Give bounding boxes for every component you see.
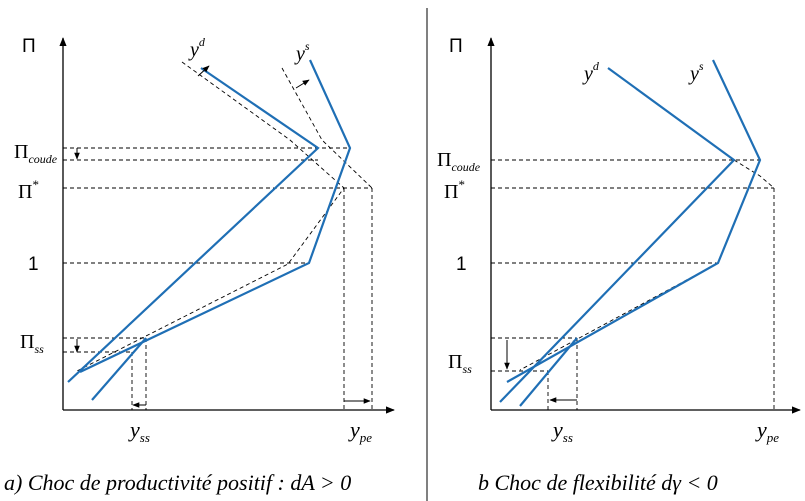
panel-a-caption: a) Choc de productivité positif : dA > 0	[4, 470, 351, 495]
panel-b-axis-label: Π	[449, 36, 463, 57]
panel-b-ype-label: ype	[755, 417, 779, 445]
panel-b-yss-label: yss	[551, 417, 573, 445]
panel-a-arrow-ys	[295, 79, 310, 89]
panel-a-one-label: 1	[28, 254, 39, 275]
panel-b-supply-curve	[506, 59, 762, 383]
panel-b-supply-lower	[519, 337, 578, 407]
panel-a-axis-label: Π	[22, 36, 36, 57]
panel-a-arrow-yd	[197, 65, 210, 77]
panel-a-pi-ss-label: Πss	[20, 331, 44, 356]
panel-a-ys-label: ys	[294, 39, 310, 65]
panel-a: Π Πcoude Π* 1 Πss yd ys yss ype a) Choc …	[4, 35, 395, 495]
panel-b-ys-label: ys	[688, 59, 704, 85]
panel-b: Π Πcoude Π* 1 Πss yd ys yss ype b Choc d…	[437, 36, 801, 495]
panel-b-one-label: 1	[456, 254, 467, 275]
panel-a-pi-star-label: Π*	[18, 177, 39, 203]
panel-a-old-supply	[281, 67, 373, 189]
panel-a-demand-curve	[67, 67, 320, 383]
panel-b-caption: b Choc de flexibilité dγ < 0	[478, 470, 718, 495]
panel-b-yd-label: yd	[582, 59, 600, 85]
panel-b-demand-curve	[499, 67, 736, 403]
panel-a-supply-curve	[79, 59, 352, 373]
panel-b-old-demand	[733, 159, 775, 189]
panel-a-yss-label: yss	[128, 417, 150, 445]
panel-a-old-demand	[74, 61, 345, 373]
panel-a-supply-lower	[91, 337, 147, 401]
panel-b-pi-coude-label: Πcoude	[437, 149, 481, 174]
panel-a-yd-label: yd	[188, 35, 206, 61]
panel-a-pi-coude-label: Πcoude	[14, 141, 58, 166]
panel-b-pi-ss-label: Πss	[448, 351, 472, 376]
panel-b-pi-star-label: Π*	[444, 177, 465, 203]
panel-a-ype-label: ype	[348, 417, 372, 445]
